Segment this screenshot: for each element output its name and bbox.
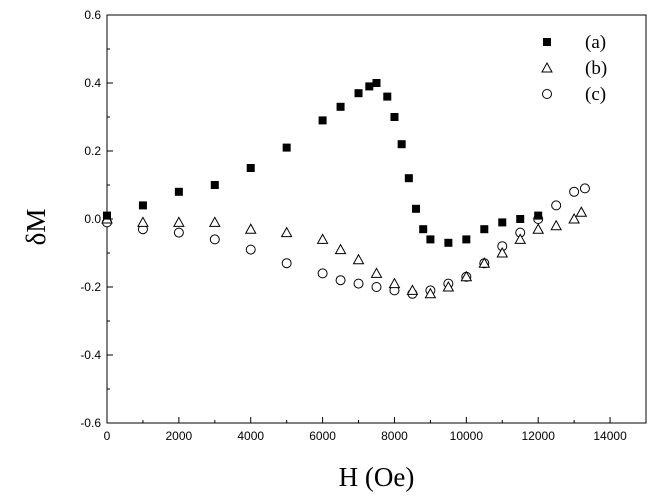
data-point: [173, 216, 185, 227]
legend: (a) (b) (c): [541, 32, 607, 105]
data-point: [334, 243, 347, 255]
series-a: [103, 79, 543, 247]
data-point: [281, 258, 292, 269]
data-point: [442, 280, 455, 292]
data-point: [460, 270, 473, 282]
y-tick-label: 0.6: [84, 8, 101, 22]
data-point: [354, 89, 363, 98]
x-tick-label: 4000: [237, 429, 264, 443]
data-point: [246, 164, 255, 172]
x-tick-label: 6000: [309, 429, 336, 443]
data-point: [498, 218, 507, 227]
x-tick-label: 8000: [381, 429, 408, 443]
legend-label: (a): [585, 32, 606, 53]
data-point: [352, 253, 365, 265]
data-point: [390, 113, 399, 121]
data-point: [478, 257, 491, 268]
data-point: [575, 206, 588, 217]
x-axis-title: H (Oe): [339, 462, 415, 492]
data-point: [496, 246, 509, 258]
x-tick-label: 2000: [166, 429, 193, 443]
data-point: [426, 235, 435, 244]
y-tick-label: -0.2: [80, 280, 101, 294]
data-point: [335, 275, 346, 286]
data-point: [406, 284, 419, 295]
data-point: [137, 216, 149, 227]
data-point: [138, 201, 147, 210]
data-point: [579, 183, 590, 194]
data-point: [534, 211, 543, 220]
legend-label: (c): [585, 84, 606, 105]
data-point: [316, 233, 329, 244]
data-point: [568, 212, 580, 224]
x-tick-label: 14000: [593, 429, 627, 443]
data-point: [419, 225, 428, 234]
data-point: [365, 82, 374, 91]
x-tick-label: 12000: [522, 429, 556, 443]
data-point: [372, 79, 381, 87]
data-point: [244, 223, 257, 234]
data-point: [318, 116, 327, 125]
plot-frame: [106, 14, 647, 424]
data-point: [444, 238, 453, 247]
y-tick-label: -0.6: [80, 416, 101, 430]
data-point: [282, 143, 291, 152]
data-point: [209, 234, 220, 245]
data-points: [101, 79, 590, 299]
data-point: [317, 268, 328, 279]
data-point: [388, 277, 401, 289]
y-axis-title: δM: [21, 209, 51, 246]
data-point: [462, 235, 471, 244]
legend-marker: [542, 89, 552, 99]
data-point: [569, 186, 580, 197]
data-point: [383, 92, 392, 101]
data-point: [412, 204, 421, 213]
data-point: [280, 226, 293, 238]
series-b: [101, 206, 588, 299]
legend-label: (b): [585, 58, 607, 79]
axes: [106, 14, 647, 424]
data-point: [480, 225, 489, 234]
x-tick-label: 10000: [450, 429, 484, 443]
y-tick-label: 0.0: [84, 212, 101, 226]
data-point: [173, 227, 184, 238]
data-point: [516, 215, 525, 223]
data-point: [103, 211, 111, 220]
data-point: [353, 278, 364, 289]
data-point: [404, 174, 413, 183]
data-point: [550, 219, 563, 231]
data-point: [371, 282, 382, 292]
data-point: [336, 102, 345, 111]
data-point: [245, 244, 256, 255]
legend-marker: [541, 61, 553, 73]
data-point: [551, 200, 562, 211]
data-point: [208, 216, 221, 227]
y-tick-label: -0.4: [80, 348, 101, 362]
data-point: [424, 287, 437, 299]
data-point: [174, 187, 183, 196]
legend-marker: [543, 38, 551, 46]
data-point: [210, 181, 219, 189]
data-point: [532, 223, 545, 234]
y-tick-label: 0.2: [84, 144, 101, 158]
x-tick-label: 0: [104, 429, 111, 443]
data-point: [397, 140, 406, 149]
data-point: [514, 233, 527, 244]
ticks: 0 2000 4000 6000 8000 10000 12000 14000 0.6 0.4 0.…: [80, 8, 647, 443]
data-point: [370, 267, 383, 278]
y-tick-label: 0.4: [84, 76, 101, 90]
